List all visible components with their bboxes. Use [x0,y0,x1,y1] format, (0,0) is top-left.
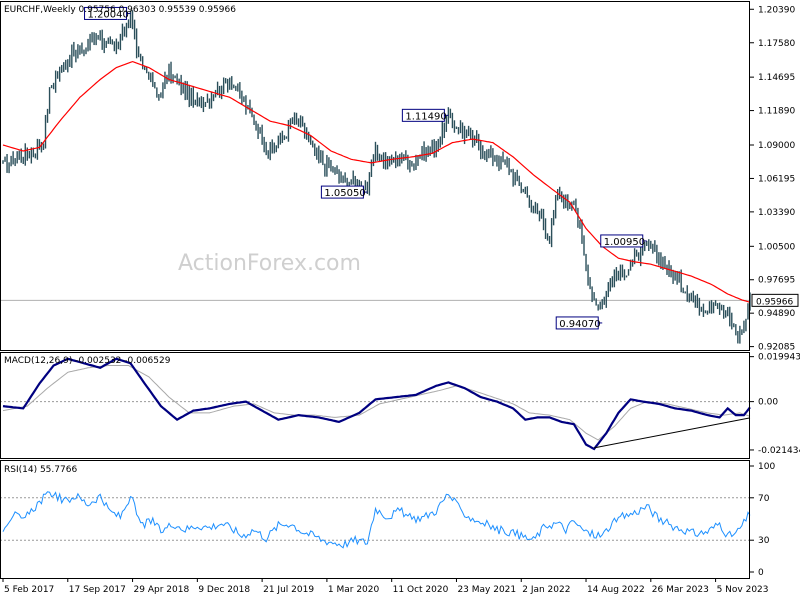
annotation-label: 1.11490 [405,111,446,122]
price-axis-tick-label: 0.92085 [758,343,795,353]
price-annotation: 1.11490 [401,108,449,122]
price-axis-tick-label: 1.20390 [758,5,795,15]
x-axis-tick-label: 1 Mar 2020 [328,585,380,595]
price-axis-tick-label: 0.97695 [758,276,795,286]
rsi-axis-tick-label: 30 [758,536,770,546]
macd-axis-tick-label: 0.00 [758,398,778,408]
x-axis-tick-label: 29 Apr 2018 [134,585,190,595]
macd-axis-tick-label: 0.019943 [758,353,800,363]
price-axis-tick-label: 1.17580 [758,39,795,49]
annotation-box [84,6,128,20]
macd-line [2,357,751,451]
annotation-label: 0.94070 [559,319,600,330]
macd-signal-line [2,365,751,441]
moving-average-line [2,60,751,303]
price-axis-tick-label: 1.06195 [758,174,795,184]
x-axis-tick-label: 5 Feb 2017 [4,585,54,595]
annotation-label: 1.05050 [324,188,365,199]
price-annotation: 1.20040 [84,6,131,20]
annotation-box [320,185,364,199]
x-axis-tick-label: 11 Oct 2020 [393,585,449,595]
macd-trendline [594,417,751,449]
price-axis-tick-label: 1.00500 [758,242,795,252]
price-annotation: 0.94070 [555,316,603,330]
macd-axis-tick-label: -0.021434 [758,446,800,456]
macd-panel-frame [0,352,750,459]
price-panel: ActionForex.com 1.20390 1.17580 1.14695 1.11… [0,1,799,353]
rsi-axis-tick-label: 100 [758,462,775,472]
rsi-panel-frame [0,460,750,579]
x-axis-tick-label: 26 Mar 2023 [652,585,709,595]
annotation-label: 1.00950 [604,237,645,248]
rsi-axis-tick-label: 0 [758,568,764,578]
price-axis-tick-label: 1.14695 [758,73,795,83]
x-axis-tick-label: 23 May 2021 [457,585,516,595]
rsi-line [2,491,751,549]
x-axis-tick-label: 2 Jan 2022 [522,585,570,595]
current-price-tag-label: 0.95966 [756,297,793,307]
x-axis-tick-label: 17 Sep 2017 [69,585,126,595]
x-axis: 5 Feb 2017 17 Sep 2017 29 Apr 2018 9 Dec 20… [2,578,769,595]
price-axis-tick-label: 1.09000 [758,141,795,151]
x-axis-tick-label: 5 Nov 2023 [717,585,769,595]
price-panel-frame [0,1,750,351]
x-axis-tick-label: 14 Aug 2022 [587,585,645,595]
x-axis-tick-label: 9 Dec 2018 [198,585,250,595]
annotation-box [600,234,644,248]
price-axis-tick-label: 0.94890 [758,309,795,319]
annotation-box [401,108,445,122]
price-axis-tick-label: 1.11890 [758,107,795,117]
annotation-label: 1.20040 [88,9,129,20]
rsi-panel-title: RSI(14) 55.7766 [4,465,77,475]
current-price-tag-box [751,293,799,307]
rsi-panel: 100 70 30 0 RSI(14) 55.7766 [0,460,775,579]
price-annotation: 1.00950 [600,234,647,248]
price-panel-title: EURCHF,Weekly 0.95756 0.96303 0.95539 0.… [4,5,236,15]
rsi-axis-tick-label: 70 [758,494,770,504]
watermark-text: ActionForex.com [178,251,361,276]
macd-panel-title: MACD(12,26,9) -0.002532 -0.006529 [4,356,171,366]
x-axis-tick-label: 21 Jul 2019 [263,585,314,595]
annotation-box [555,316,599,330]
price-annotation: 1.05050 [320,185,368,199]
price-axis-tick-label: 1.03390 [758,208,795,218]
macd-panel: 0.019943 0.00 -0.021434 MACD(12,26,9) -0.00… [0,352,800,459]
